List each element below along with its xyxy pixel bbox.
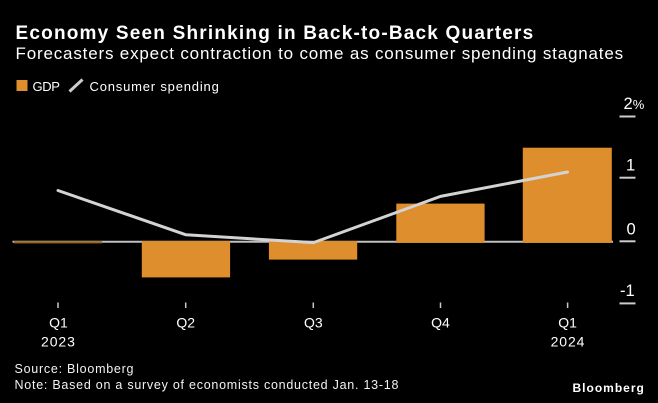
svg-text:Q4: Q4 xyxy=(431,315,450,331)
svg-text:Source: Bloomberg: Source: Bloomberg xyxy=(15,362,135,376)
svg-text:0: 0 xyxy=(627,221,636,239)
svg-text:2023: 2023 xyxy=(41,334,76,350)
svg-text:2%: 2% xyxy=(624,95,645,113)
svg-text:Q2: Q2 xyxy=(176,315,195,331)
svg-text:Note: Based on a survey of eco: Note: Based on a survey of economists co… xyxy=(15,378,400,392)
svg-text:GDP: GDP xyxy=(33,79,60,94)
svg-text:Consumer spending: Consumer spending xyxy=(90,79,220,94)
svg-text:2024: 2024 xyxy=(551,334,586,350)
svg-text:Bloomberg: Bloomberg xyxy=(573,381,645,395)
svg-text:-1: -1 xyxy=(620,282,635,300)
svg-text:Q1: Q1 xyxy=(49,315,68,331)
svg-text:Forecasters expect contraction: Forecasters expect contraction to come a… xyxy=(16,44,624,63)
svg-text:Q3: Q3 xyxy=(304,315,323,331)
svg-text:1: 1 xyxy=(626,156,635,174)
svg-text:Economy Seen Shrinking in Back: Economy Seen Shrinking in Back-to-Back Q… xyxy=(16,23,535,44)
svg-text:Q1: Q1 xyxy=(558,315,577,331)
